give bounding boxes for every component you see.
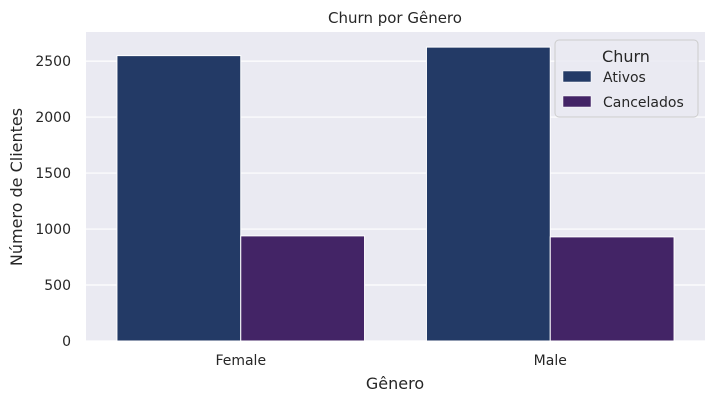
- legend-title: Churn: [602, 47, 650, 66]
- bar-ativos-female: [116, 55, 242, 342]
- bar-cancelados-female: [240, 235, 366, 342]
- legend-items: Ativos Cancelados: [562, 70, 684, 111]
- x-axis-label: Gênero: [366, 374, 424, 393]
- y-tick-label: 500: [44, 278, 71, 294]
- bar-cancelados-male: [549, 236, 675, 342]
- y-tick-label: 0: [62, 334, 71, 350]
- bar-ativos-male: [425, 46, 551, 342]
- legend-swatch: [562, 70, 592, 83]
- chart-title: Churn por Gênero: [328, 9, 462, 27]
- legend-label: Cancelados: [603, 95, 684, 111]
- y-axis-label: Número de Clientes: [7, 108, 26, 266]
- legend-label: Ativos: [603, 70, 646, 86]
- x-tick-label: Male: [534, 353, 567, 369]
- legend: Churn Ativos Cancelados: [554, 39, 699, 118]
- legend-swatch: [562, 95, 592, 108]
- x-tick-label: Female: [215, 353, 266, 369]
- y-tick-label: 1500: [35, 166, 71, 182]
- y-tick-label: 1000: [35, 222, 71, 238]
- y-tick-label: 2500: [35, 54, 71, 70]
- y-tick-label: 2000: [35, 110, 71, 126]
